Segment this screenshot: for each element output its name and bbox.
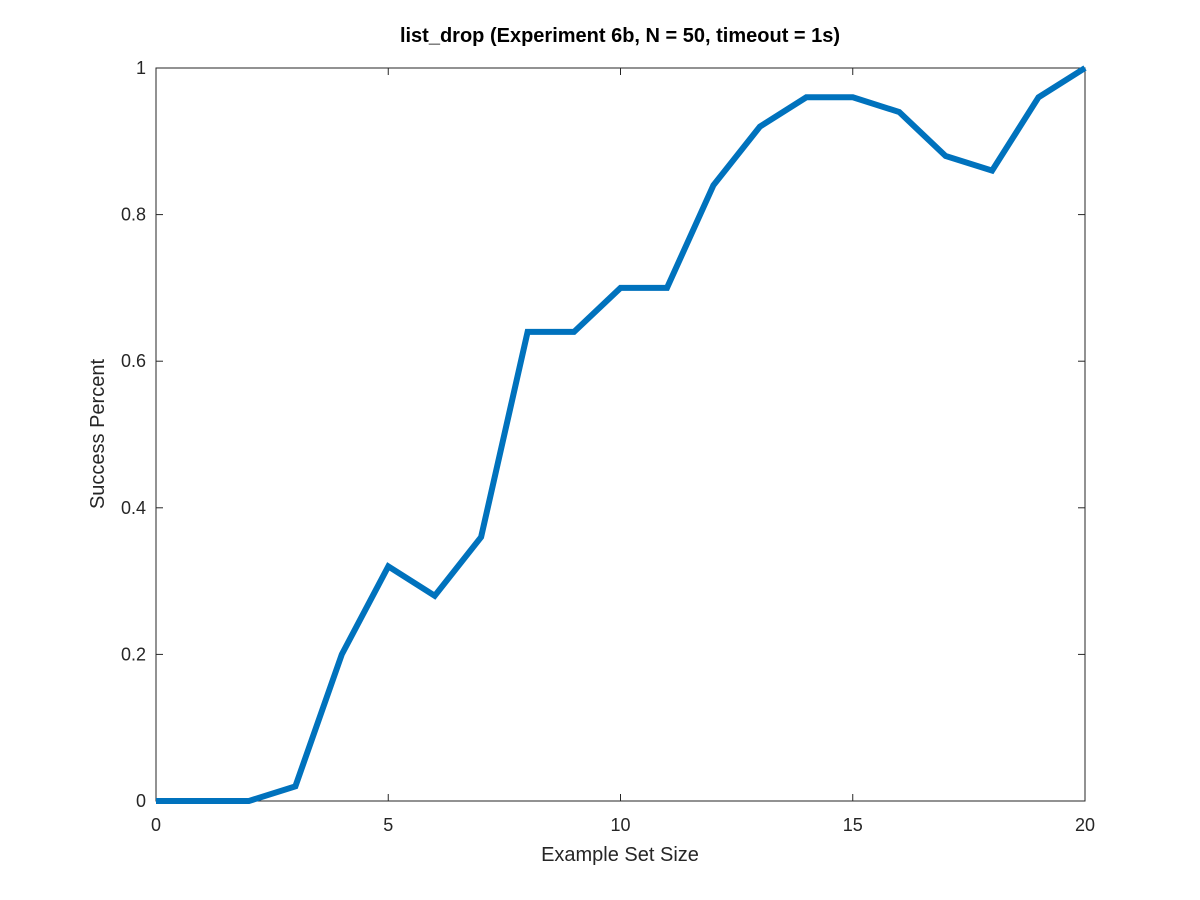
- y-tick-label: 0: [136, 791, 146, 811]
- x-tick-label: 5: [383, 815, 393, 835]
- x-axis: 0 5 10 15 20: [151, 68, 1095, 835]
- chart-title: list_drop (Experiment 6b, N = 50, timeou…: [400, 25, 840, 47]
- y-tick-label: 0.6: [121, 351, 146, 371]
- y-tick-label: 0.8: [121, 205, 146, 225]
- y-tick-label: 1: [136, 58, 146, 78]
- y-axis-label: Success Percent: [87, 359, 109, 510]
- x-tick-label: 15: [843, 815, 863, 835]
- y-tick-label: 0.2: [121, 644, 146, 664]
- x-axis-label: Example Set Size: [541, 844, 699, 866]
- x-tick-label: 0: [151, 815, 161, 835]
- x-tick-label: 20: [1075, 815, 1095, 835]
- plot-frame: [155, 67, 1086, 802]
- x-tick-label: 10: [610, 815, 630, 835]
- y-tick-label: 0.4: [121, 498, 146, 518]
- y-axis: 0 0.2 0.4 0.6 0.8 1: [121, 58, 1085, 811]
- series-line: [156, 65, 1087, 804]
